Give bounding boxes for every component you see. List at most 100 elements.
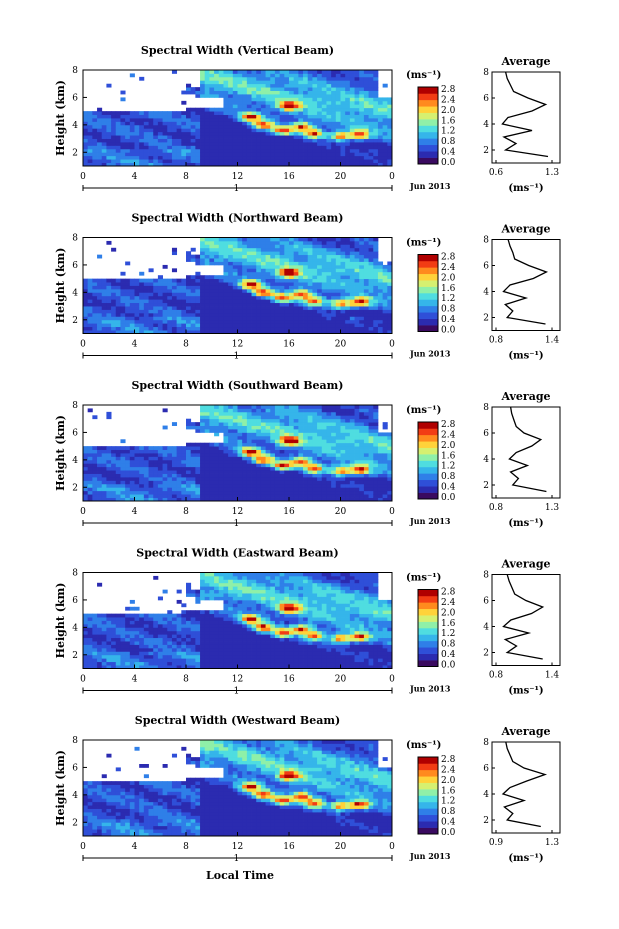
heatmap-cell [237, 275, 243, 280]
heatmap-cell [176, 323, 182, 328]
heatmap-cell [359, 264, 365, 269]
heatmap-cell [349, 299, 355, 304]
heatmap-cell [125, 131, 131, 136]
heatmap-cell [223, 251, 229, 256]
heatmap-cell [106, 411, 112, 416]
heatmap-cell [345, 319, 351, 324]
heatmap-cell [228, 275, 234, 280]
heatmap-cell [260, 83, 266, 88]
heatmap-cell [101, 124, 107, 129]
heatmap-cell [204, 155, 210, 160]
heatmap-cell [317, 446, 323, 450]
heatmap-cell [340, 107, 346, 112]
heatmap-cell [298, 261, 304, 266]
heatmap-cell [251, 275, 257, 280]
heatmap-cell [331, 326, 337, 331]
heatmap-cell [307, 100, 313, 105]
heatmap-cell [307, 330, 313, 334]
heatmap-cell [284, 459, 290, 464]
heatmap-cell [232, 254, 238, 259]
heatmap-cell [246, 268, 252, 273]
heatmap-cell [214, 411, 220, 416]
heatmap-cell [111, 326, 117, 331]
heatmap-cell [279, 432, 285, 437]
heatmap-cell [195, 138, 201, 143]
heatmap-cell [284, 288, 290, 293]
heatmap-cell [317, 459, 323, 464]
heatmap-cell [186, 442, 192, 447]
heatmap-cell [129, 620, 135, 625]
heatmap-cell [377, 330, 384, 334]
heatmap-cell [101, 480, 107, 485]
heatmap-cell [237, 295, 243, 300]
colorbar-unit: (ms⁻¹) [406, 238, 441, 249]
heatmap-cell [223, 121, 229, 126]
heatmap-cell [251, 422, 257, 426]
heatmap-cell [111, 630, 117, 635]
heatmap-cell [303, 453, 309, 457]
heatmap-cell [204, 330, 210, 334]
heatmap-cell [148, 138, 154, 143]
heatmap-cell [340, 494, 346, 498]
heatmap-cell [92, 644, 98, 649]
heatmap-cell [289, 497, 295, 502]
heatmap-cell [97, 658, 103, 663]
profile-x-axis-title: (ms⁻¹) [508, 518, 543, 529]
heatmap-cell [279, 285, 285, 290]
heatmap-cell [265, 312, 271, 317]
heatmap-cell [298, 463, 304, 468]
heatmap-cell [181, 483, 187, 488]
heatmap-cell [157, 490, 163, 495]
heatmap-cell [120, 159, 126, 163]
heatmap-cell [101, 665, 107, 669]
heatmap-cell [120, 142, 126, 146]
heatmap-cell [176, 480, 182, 485]
heatmap-cell [265, 138, 271, 143]
heatmap-cell [359, 258, 365, 262]
heatmap-cell [139, 446, 145, 450]
heatmap-cell [162, 497, 168, 502]
heatmap-cell [326, 477, 332, 481]
heatmap-cell [242, 261, 248, 266]
heatmap-cell [214, 480, 220, 485]
heatmap-cell [237, 456, 243, 461]
heatmap-cell [246, 261, 252, 266]
heatmap-cell [317, 121, 323, 126]
heatmap-cell [251, 411, 257, 416]
heatmap-cell [120, 658, 126, 663]
heatmap-cell [335, 261, 341, 266]
heatmap-cell [312, 275, 318, 280]
heatmap-cell [260, 76, 266, 81]
heatmap-cell [214, 490, 220, 495]
heatmap-cell [368, 258, 374, 262]
heatmap-cell [321, 449, 327, 454]
heatmap-cell [307, 312, 313, 317]
heatmap-cell [265, 162, 271, 167]
heatmap-cell [284, 432, 290, 437]
heatmap-cell [223, 152, 229, 157]
heatmap-cell [317, 73, 323, 78]
heatmap-cell [326, 483, 332, 488]
heatmap-cell [251, 114, 257, 119]
heatmap-cell [87, 637, 93, 642]
heatmap-cell [335, 480, 341, 485]
heatmap-cell [228, 278, 234, 283]
heatmap-cell [293, 435, 299, 440]
heatmap-cell [293, 100, 299, 105]
heatmap-cell [171, 288, 178, 293]
heatmap-cell [354, 302, 360, 307]
heatmap-cell [92, 459, 98, 464]
heatmap-cell [293, 432, 299, 437]
heatmap-cell [200, 405, 206, 409]
heatmap-cell [186, 470, 192, 474]
heatmap-cell [237, 466, 243, 471]
heatmap-cell [303, 316, 309, 321]
heatmap-cell [209, 152, 215, 157]
heatmap-cell [129, 316, 135, 321]
heatmap-cell [377, 118, 384, 122]
heatmap-cell [97, 254, 103, 259]
heatmap-cell [382, 124, 388, 129]
heatmap-cell [359, 142, 365, 146]
heatmap-cell [274, 446, 281, 450]
heatmap-cell [317, 76, 323, 81]
